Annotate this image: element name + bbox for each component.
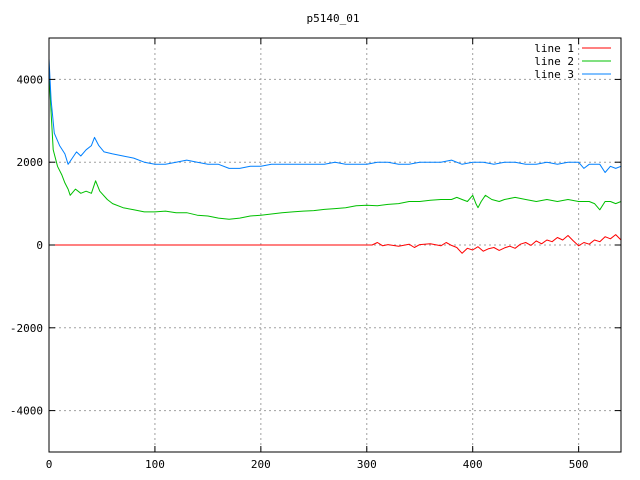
series-layer: [48, 58, 622, 254]
x-tick-label: 300: [357, 458, 377, 471]
y-tick-label: 0: [36, 239, 43, 252]
y-tick-label: -4000: [10, 405, 43, 418]
y-tick-label: 4000: [17, 73, 44, 86]
legend-label-2: line 2: [534, 55, 574, 68]
series-line-1: [49, 234, 622, 254]
x-tick-label: 0: [46, 458, 53, 471]
y-tick-label: -2000: [10, 322, 43, 335]
y-tick-label: 2000: [17, 156, 44, 169]
x-tick-label: 400: [463, 458, 483, 471]
chart-title: p5140_01: [307, 12, 360, 25]
axes: 0 100 200 300 400 500 -4000 -2000 0 2000 4000: [10, 38, 621, 471]
x-tick-label: 200: [251, 458, 271, 471]
x-tick-label: 100: [145, 458, 165, 471]
series-line-3: [48, 58, 622, 173]
legend-label-3: line 3: [534, 68, 574, 81]
series-line-2: [48, 71, 622, 220]
x-tick-label: 500: [569, 458, 589, 471]
legend-label-1: line 1: [534, 42, 574, 55]
